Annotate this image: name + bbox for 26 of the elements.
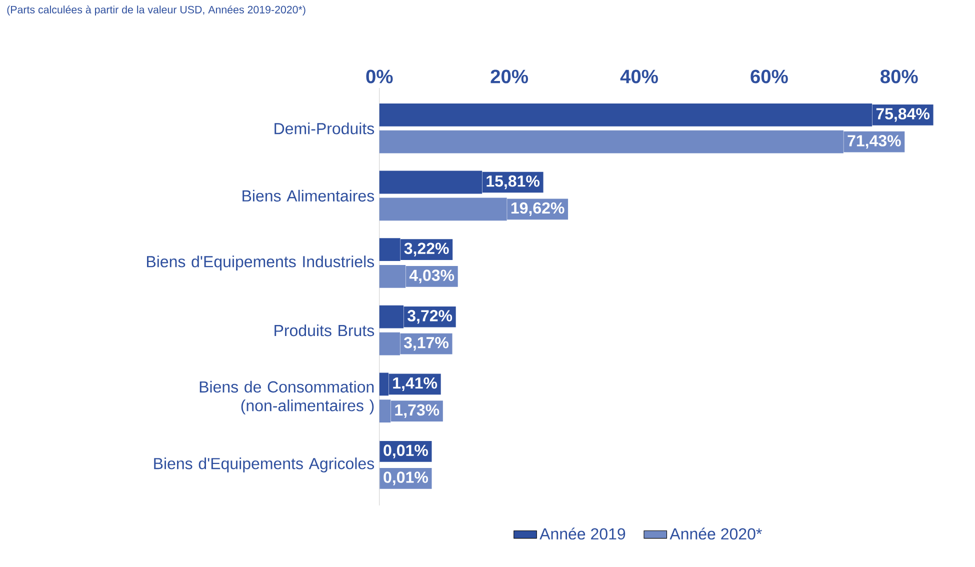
x-tick-label: 40% [620,70,658,84]
y-tick-label: Biens de Consommation (non-alimentaires ) [200,380,374,414]
data-label: 4,03% [409,270,454,284]
data-label: 1,73% [395,404,440,418]
y-tick-label: Demi-Produits [274,122,374,134]
y-tick-label: Biens d'Equipements Industriels [147,255,374,270]
data-label: 0,01% [384,444,428,458]
data-label: 3,22% [404,242,449,256]
data-label: 19,62% [511,202,564,216]
data-label: 3,17% [404,336,449,351]
x-tick-label: 60% [750,70,788,84]
x-tick-label: 80% [880,70,918,84]
x-tick-label: 20% [490,70,528,84]
legend-label: Année 2020* [670,528,762,540]
data-label: 3,72% [408,310,452,324]
data-label: 71,43% [848,134,901,149]
y-tick-label: Biens Alimentaires [242,190,374,202]
legend-label: Année 2019 [540,528,626,540]
x-tick-label: 0% [366,70,393,84]
y-tick-label: Produits Bruts [274,324,374,336]
data-label: 15,81% [486,175,540,189]
data-label: 75,84% [876,108,930,122]
text: (Parts calculées à partir de la valeur USD, Années 2019-2020*) [7,5,306,16]
data-label: 0,01% [384,472,428,486]
data-label: 1,41% [393,377,438,391]
y-tick-label: Biens d'Equipements Agricoles [154,457,374,472]
